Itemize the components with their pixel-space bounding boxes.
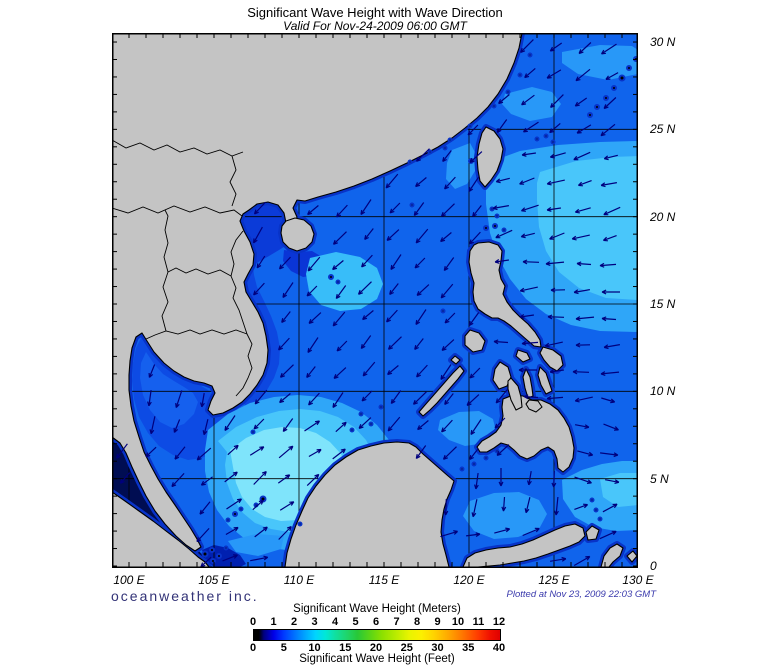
lon-label: 110 E (283, 573, 315, 587)
chart-title: Significant Wave Height with Wave Direct… (247, 5, 503, 20)
feet-tick: 15 (339, 642, 352, 654)
lat-label: 0 (650, 559, 657, 573)
chart-subtitle: Valid For Nov-24-2009 06:00 GMT (283, 19, 467, 33)
lon-label: 115 E (368, 573, 400, 587)
lat-label: 10 N (650, 384, 676, 398)
colorbar (253, 629, 501, 641)
meters-tick: 3 (311, 616, 318, 628)
border-layer (112, 139, 253, 397)
lat-label: 15 N (650, 297, 676, 311)
feet-tick: 25 (400, 642, 413, 654)
legend-feet-label: Significant Wave Height (Feet) (299, 653, 455, 665)
wave-height-map (112, 33, 638, 568)
lat-label: 5 N (650, 472, 669, 486)
feet-tick: 10 (308, 642, 321, 654)
lon-label: 120 E (453, 573, 485, 587)
lat-label: 20 N (650, 210, 676, 224)
lat-label: 25 N (650, 122, 676, 136)
meters-tick: 9 (434, 616, 441, 628)
map-content (112, 33, 638, 567)
lon-label: 130 E (622, 573, 654, 587)
feet-tick: 20 (369, 642, 383, 654)
meters-tick: 10 (451, 616, 465, 628)
meters-tick: 2 (290, 616, 298, 628)
meters-tick: 1 (270, 616, 277, 628)
meters-tick: 5 (352, 616, 359, 628)
lat-label: 30 N (650, 35, 676, 49)
meters-tick: 11 (472, 616, 485, 628)
plotted-timestamp: Plotted at Nov 23, 2009 22:03 GMT (506, 589, 656, 600)
islet-layer (201, 52, 638, 564)
arrow-layer (116, 39, 621, 567)
meters-tick: 6 (372, 616, 380, 628)
feet-tick: 35 (462, 642, 475, 654)
feet-tick: 5 (280, 642, 287, 654)
land-layer (112, 33, 638, 567)
feet-tick: 0 (249, 642, 257, 654)
lon-label: 100 E (113, 573, 145, 587)
frame (112, 33, 638, 568)
lon-label: 125 E (538, 573, 570, 587)
oceanweather-logo-text: oceanweather inc. (111, 588, 259, 604)
meters-tick: 7 (393, 616, 400, 628)
lon-label: 105 E (198, 573, 230, 587)
feet-tick: 30 (431, 642, 444, 654)
meters-tick: 4 (331, 616, 339, 628)
meters-tick: 12 (492, 616, 506, 628)
meters-tick: 0 (249, 616, 257, 628)
feet-tick: 40 (492, 642, 506, 654)
legend-meters-label: Significant Wave Height (Meters) (293, 603, 461, 615)
meters-tick: 8 (413, 616, 421, 628)
